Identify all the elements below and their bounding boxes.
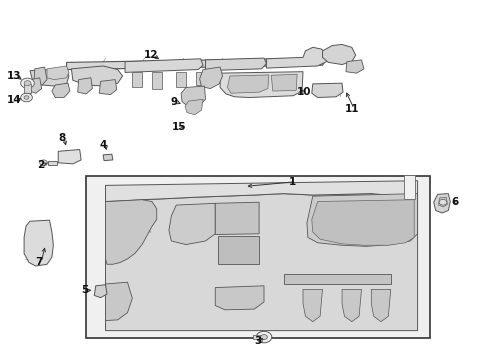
Text: 8: 8 (58, 133, 65, 143)
Circle shape (20, 93, 32, 102)
Text: 13: 13 (7, 71, 21, 81)
Polygon shape (341, 289, 361, 321)
Polygon shape (125, 59, 203, 72)
Bar (86, 176, 429, 338)
Text: 2: 2 (37, 159, 44, 170)
Polygon shape (105, 181, 417, 202)
Polygon shape (322, 44, 355, 64)
Text: 3: 3 (254, 336, 261, 346)
Polygon shape (438, 197, 447, 207)
Polygon shape (311, 83, 342, 98)
Circle shape (24, 81, 31, 86)
Polygon shape (168, 203, 215, 244)
Polygon shape (105, 194, 417, 330)
Text: 10: 10 (296, 87, 310, 97)
Bar (48, 161, 57, 165)
Text: 9: 9 (170, 97, 177, 107)
Polygon shape (271, 74, 297, 91)
Polygon shape (181, 86, 205, 107)
Bar (132, 72, 142, 87)
Polygon shape (433, 194, 449, 213)
Text: 1: 1 (288, 177, 295, 187)
Polygon shape (52, 83, 70, 98)
Polygon shape (78, 78, 92, 94)
Bar (253, 335, 261, 339)
Polygon shape (303, 289, 322, 321)
Bar (176, 72, 185, 87)
Circle shape (40, 160, 47, 166)
Polygon shape (105, 282, 132, 320)
Polygon shape (306, 194, 417, 246)
Polygon shape (24, 220, 53, 266)
Polygon shape (370, 289, 390, 321)
Polygon shape (199, 67, 222, 89)
Circle shape (256, 331, 271, 343)
Text: 7: 7 (35, 257, 42, 267)
Polygon shape (66, 58, 325, 69)
Polygon shape (94, 285, 107, 298)
Polygon shape (105, 200, 157, 264)
Polygon shape (311, 200, 413, 245)
Circle shape (24, 96, 29, 99)
Text: 6: 6 (450, 197, 458, 207)
Polygon shape (30, 69, 69, 86)
Bar (24, 84, 31, 93)
Text: 5: 5 (81, 285, 88, 296)
Text: 14: 14 (7, 95, 21, 105)
Circle shape (20, 78, 34, 88)
Polygon shape (215, 286, 264, 310)
Polygon shape (220, 72, 303, 98)
Circle shape (438, 199, 446, 205)
Polygon shape (184, 99, 203, 115)
Polygon shape (34, 67, 47, 85)
Bar (217, 235, 259, 264)
Polygon shape (215, 202, 259, 234)
Polygon shape (227, 75, 268, 93)
Text: 15: 15 (171, 122, 185, 132)
Bar (195, 72, 205, 85)
Polygon shape (266, 47, 327, 68)
Text: 4: 4 (99, 140, 106, 150)
Bar (404, 175, 414, 199)
Polygon shape (47, 66, 69, 80)
Bar (152, 72, 161, 89)
Polygon shape (71, 66, 122, 86)
Bar (283, 274, 390, 284)
Polygon shape (345, 60, 363, 73)
Circle shape (260, 334, 267, 339)
Polygon shape (205, 58, 266, 71)
Polygon shape (99, 80, 117, 95)
Text: 12: 12 (143, 50, 158, 60)
Polygon shape (103, 154, 113, 161)
Text: 11: 11 (344, 104, 358, 114)
Polygon shape (27, 78, 41, 93)
Polygon shape (58, 149, 81, 164)
